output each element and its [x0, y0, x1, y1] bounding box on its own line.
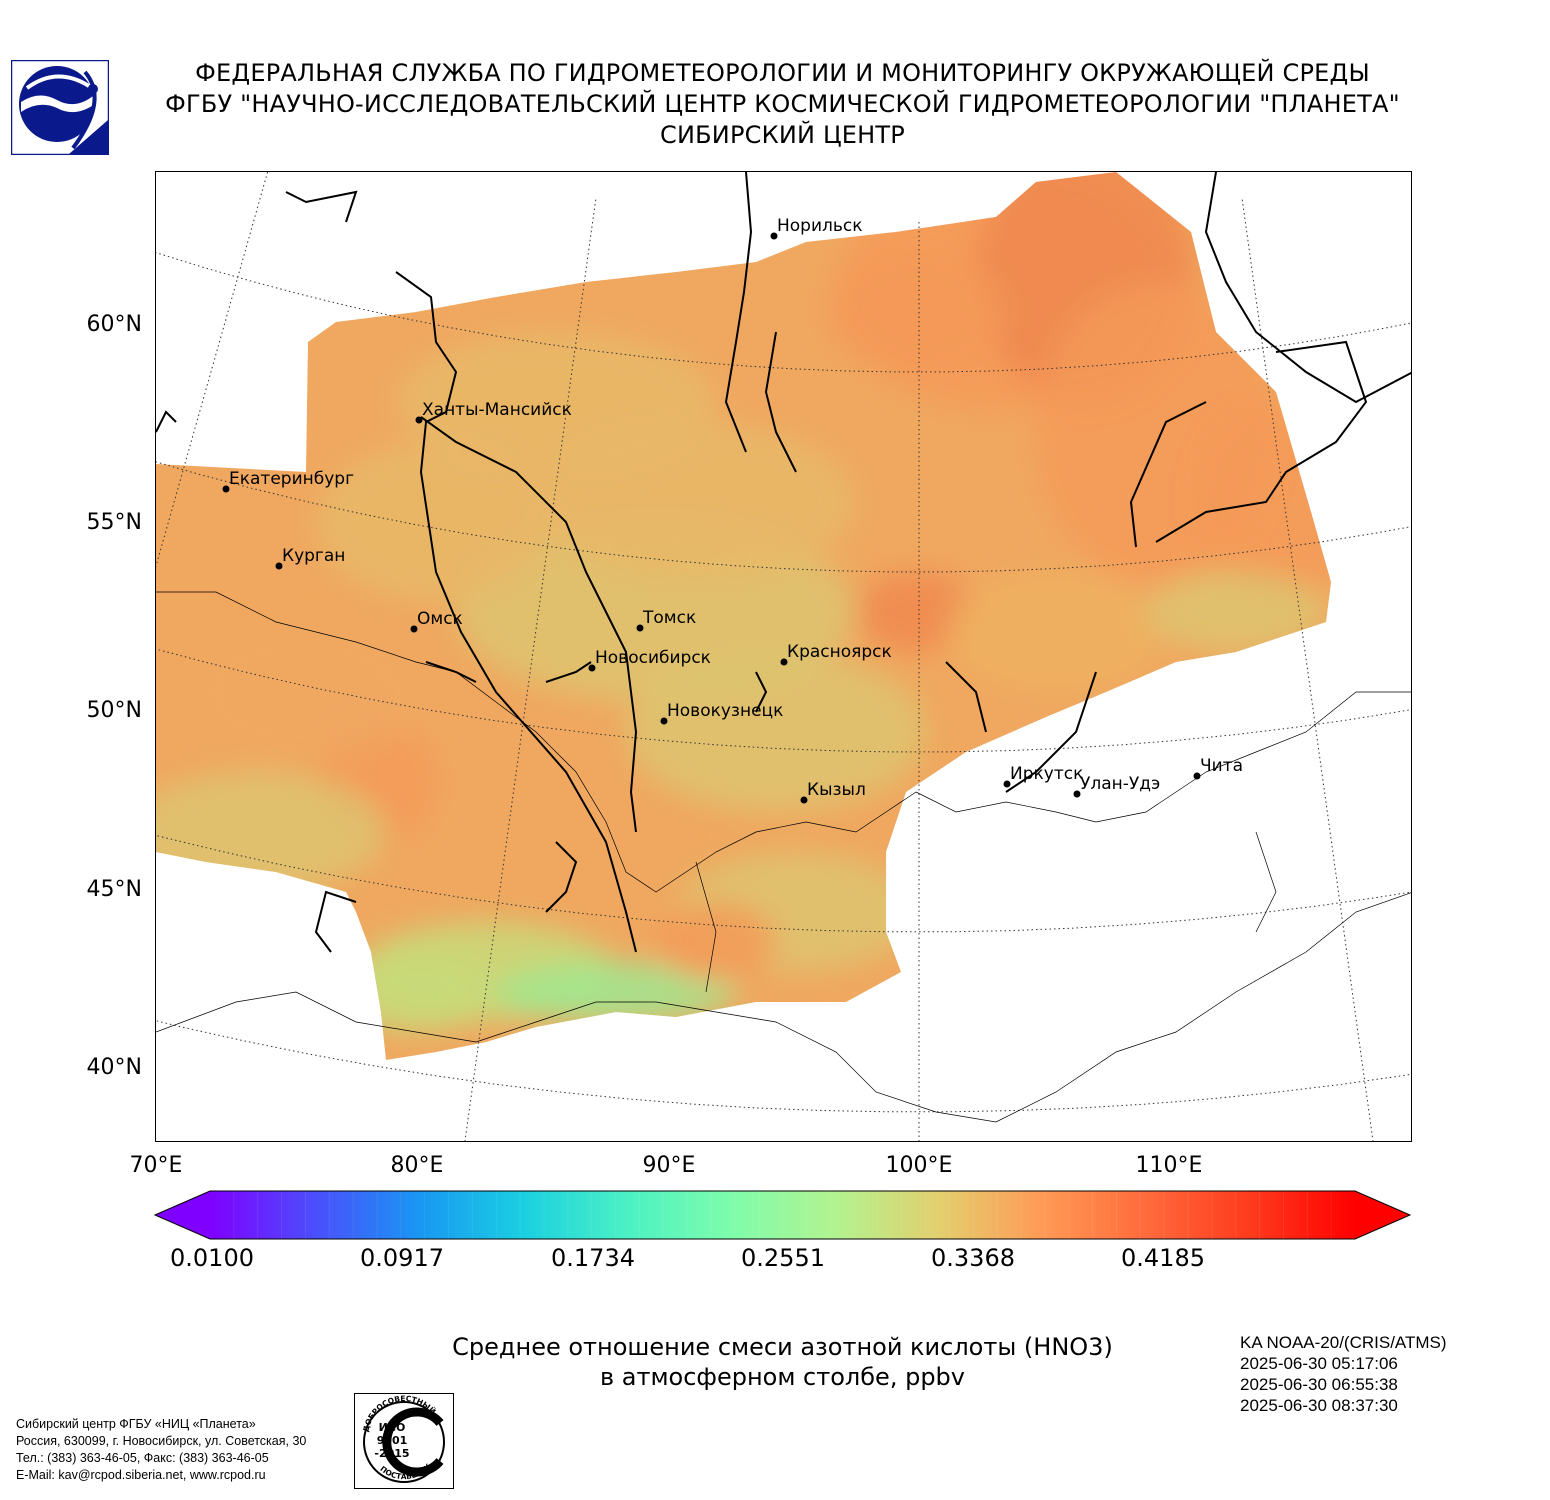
caption-line-1: Среднее отношение смеси азотной кислоты …: [452, 1333, 1113, 1361]
roshydromet-logo-icon: [10, 59, 110, 156]
city-label: Екатеринбург: [229, 469, 354, 489]
city-label: Чита: [1200, 756, 1243, 776]
city-dot: [415, 416, 423, 424]
lon-label-110: 110°E: [1135, 1153, 1203, 1178]
contact-line-1: Сибирский центр ФГБУ «НИЦ «Планета»: [16, 1417, 256, 1431]
city-dot: [1003, 780, 1011, 788]
colorbar-max-extend: [1355, 1191, 1410, 1239]
city-label: Кызыл: [807, 780, 866, 800]
map-caption: Среднее отношение смеси азотной кислоты …: [380, 1332, 1185, 1392]
city-6: Новосибирск: [588, 648, 711, 672]
colorbar-tick-2: 0.1734: [551, 1244, 635, 1272]
caption-line-2: в атмосферном столбе, ppbv: [599, 1363, 965, 1391]
header-line-2: ФГБУ "НАУЧНО-ИССЛЕДОВАТЕЛЬСКИЙ ЦЕНТР КОС…: [165, 90, 1400, 118]
lon-label-90: 90°E: [642, 1153, 696, 1178]
colorbar-tick-4: 0.3368: [931, 1244, 1015, 1272]
city-dot: [636, 624, 644, 632]
city-3: Курган: [275, 546, 345, 570]
city-dot: [222, 485, 230, 493]
header-line-3: СИБИРСКИЙ ЦЕНТР: [660, 121, 905, 149]
city-dot: [275, 562, 283, 570]
header-line-1: ФЕДЕРАЛЬНАЯ СЛУЖБА ПО ГИДРОМЕТЕОРОЛОГИИ …: [195, 59, 1370, 87]
contact-line-3: Тел.: (383) 363-46-05, Факс: (383) 363-4…: [16, 1451, 269, 1465]
pass-time-1: 2025-06-30 05:17:06: [1240, 1354, 1398, 1373]
lat-label-40: 40°N: [86, 1055, 142, 1080]
city-dot: [800, 796, 808, 804]
city-label: Норильск: [777, 216, 863, 236]
contact-line-2: Россия, 630099, г. Новосибирск, ул. Сове…: [16, 1434, 307, 1448]
city-9: Кызыл: [800, 780, 866, 804]
colorbar-outline: [153, 1190, 1412, 1240]
city-0: Норильск: [770, 216, 863, 240]
colorbar-tick-1: 0.0917: [360, 1244, 444, 1272]
lat-label-60: 60°N: [86, 312, 142, 337]
city-dot: [410, 625, 418, 633]
city-label: Томск: [642, 608, 696, 628]
colorbar-tick-5: 0.4185: [1121, 1244, 1205, 1272]
contact-info: Сибирский центр ФГБУ «НИЦ «Планета» Росс…: [16, 1416, 306, 1484]
city-dot: [660, 717, 668, 725]
city-7: Красноярск: [780, 642, 892, 666]
colorbar-tick-0: 0.0100: [170, 1244, 254, 1272]
city-label: Новосибирск: [595, 648, 711, 668]
city-dot: [770, 232, 778, 240]
colorbar-tick-3: 0.2551: [741, 1244, 825, 1272]
city-dot: [1193, 772, 1201, 780]
lon-label-80: 80°E: [390, 1153, 444, 1178]
lat-label-45: 45°N: [86, 877, 142, 902]
lon-label-100: 100°E: [885, 1153, 953, 1178]
city-markers: Норильск Ханты-Мансийск Екатеринбург Курган…: [222, 216, 1243, 804]
map-panel[interactable]: Норильск Ханты-Мансийск Екатеринбург Курган…: [155, 171, 1412, 1142]
colorbar-ramp: [210, 1191, 1355, 1239]
satellite-info: KA NOAA-20/(CRIS/ATMS) 2025-06-30 05:17:…: [1240, 1332, 1447, 1416]
iso-line-3: -2015: [374, 1447, 409, 1460]
pass-time-3: 2025-06-30 08:37:30: [1240, 1396, 1398, 1415]
colorbar: [152, 1188, 1414, 1247]
contact-line-4: E-Mail: kav@rcpod.siberia.net, www.rcpod…: [16, 1468, 266, 1482]
city-label: Омск: [417, 609, 463, 629]
hno3-field: [156, 172, 1331, 1060]
city-8: Новокузнецк: [660, 701, 783, 725]
city-label: Курган: [282, 546, 345, 566]
city-label: Красноярск: [787, 642, 892, 662]
map-canvas: Норильск Ханты-Мансийск Екатеринбург Курган…: [156, 172, 1411, 1141]
lon-label-70: 70°E: [129, 1153, 183, 1178]
city-dot: [780, 658, 788, 666]
city-4: Омск: [410, 609, 463, 633]
iso-9001-badge-icon: ДОБРОСОВЕСТНЫЙ ПОСТАВЩИК ИСО 9001 -2015: [354, 1393, 454, 1489]
city-label: Иркутск: [1010, 764, 1083, 784]
city-dot: [588, 664, 596, 672]
city-label: Ханты-Мансийск: [422, 400, 572, 420]
iso-line-2: 9001: [377, 1434, 408, 1447]
city-12: Чита: [1193, 756, 1243, 780]
city-label: Улан-Удэ: [1080, 774, 1160, 794]
city-dot: [1073, 790, 1081, 798]
city-10: Иркутск: [1003, 764, 1083, 788]
city-label: Новокузнецк: [667, 701, 783, 721]
country-borders: [156, 591, 1411, 1123]
lat-label-55: 55°N: [86, 510, 142, 535]
colorbar-min-extend: [155, 1191, 210, 1239]
pass-time-2: 2025-06-30 06:55:38: [1240, 1375, 1398, 1394]
city-5: Томск: [636, 608, 696, 632]
satellite-name: KA NOAA-20/(CRIS/ATMS): [1240, 1333, 1447, 1352]
lat-label-50: 50°N: [86, 698, 142, 723]
city-2: Екатеринбург: [222, 469, 354, 493]
graticule: [156, 172, 1411, 1141]
city-11: Улан-Удэ: [1073, 774, 1160, 798]
city-1: Ханты-Мансийск: [415, 400, 572, 424]
iso-line-1: ИСО: [379, 1421, 406, 1434]
